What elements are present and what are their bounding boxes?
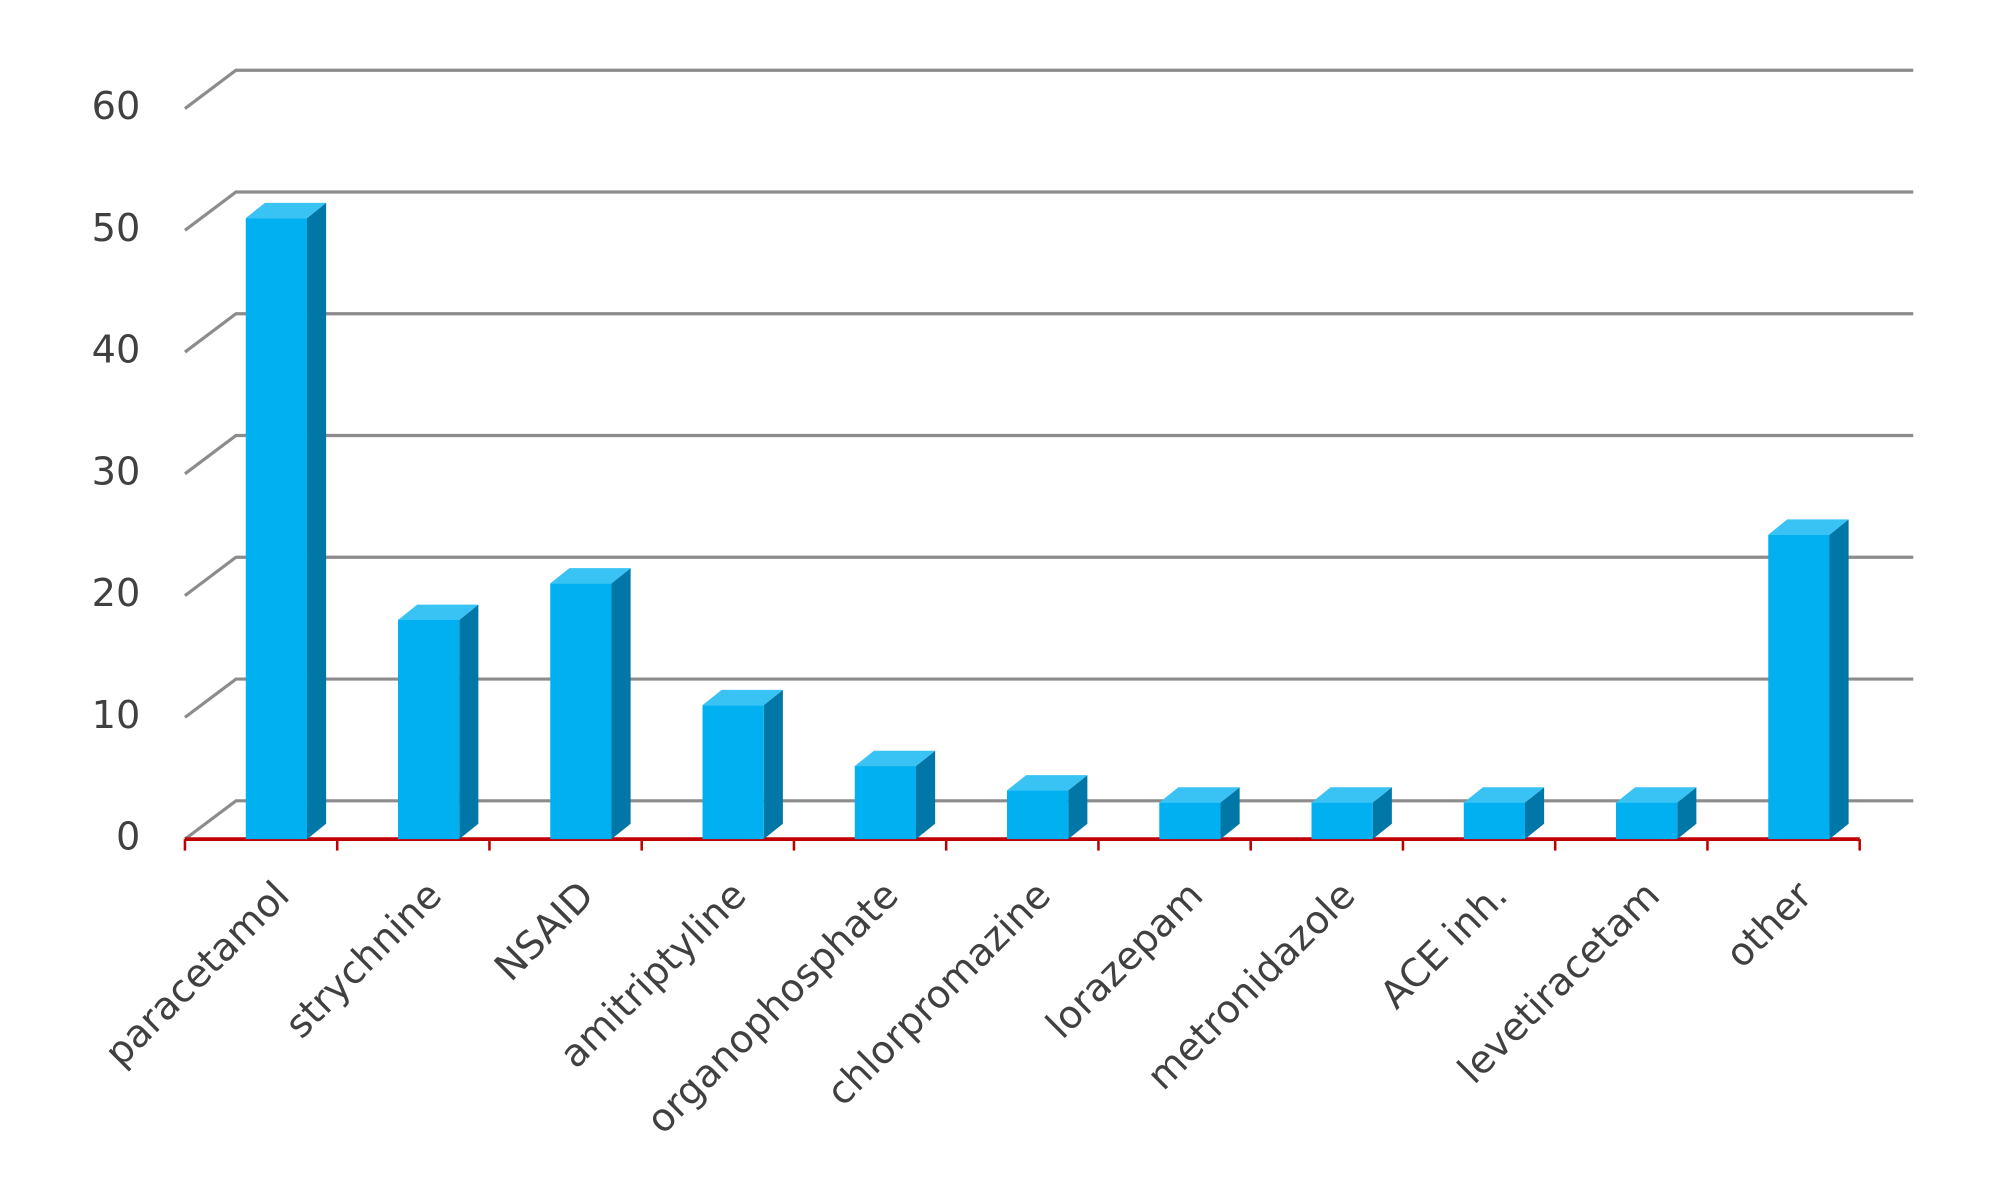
y-tick-label: 40: [92, 328, 141, 373]
x-tick-label: NSAID: [486, 873, 603, 990]
bar-group: [854, 750, 936, 840]
bar-top: [398, 604, 479, 620]
bar-top: [1616, 787, 1697, 803]
bar-side: [306, 202, 327, 840]
bar-top: [1311, 787, 1392, 803]
bar: [398, 619, 460, 840]
bar: [702, 705, 764, 840]
bar-top: [1463, 787, 1545, 803]
bar-group: [1768, 519, 1849, 840]
bar-top: [550, 568, 631, 584]
bar: [245, 218, 307, 840]
bar-group: [245, 202, 327, 840]
bar-top: [1768, 519, 1849, 535]
bar-group: [398, 604, 479, 840]
bar: [1159, 802, 1221, 840]
x-tick-label: ACE inh.: [1372, 873, 1517, 1018]
bar-side: [459, 604, 479, 840]
x-tick-label: other: [1717, 873, 1821, 977]
grid-line: [183, 312, 1914, 354]
y-tick-label: 50: [92, 206, 141, 251]
bar-group: [1159, 787, 1240, 840]
bar-side: [1068, 775, 1088, 840]
bar-group: [1463, 787, 1545, 840]
bar: [1768, 534, 1830, 840]
grid-line: [183, 433, 1914, 476]
bar-group: [1007, 775, 1088, 840]
y-tick-label: 30: [92, 449, 141, 494]
bar-top: [1007, 775, 1088, 791]
y-tick-label: 20: [92, 571, 141, 616]
bar: [550, 583, 612, 840]
bar: [1311, 802, 1373, 840]
grid-line: [183, 190, 1914, 232]
grid-line: [183, 677, 1914, 719]
bar: [1463, 802, 1525, 840]
bar-group: [1311, 787, 1392, 840]
bar: [854, 766, 916, 840]
y-tick-label: 0: [116, 815, 140, 860]
bar-group: [702, 689, 783, 840]
x-tick-label: strychnine: [277, 873, 451, 1047]
y-tick-label: 60: [92, 84, 141, 129]
bar-side: [611, 568, 631, 840]
bar-side: [1677, 787, 1697, 840]
bar-side: [1372, 787, 1392, 840]
bar-side: [763, 689, 783, 840]
bar-group: [1616, 787, 1697, 840]
y-tick-label: 10: [92, 693, 141, 738]
grid-line: [183, 555, 1914, 597]
bar-top: [702, 689, 783, 706]
bar-top: [854, 750, 936, 767]
bar-top: [245, 202, 327, 219]
bar-side: [915, 750, 936, 840]
bar-group: [550, 568, 631, 840]
bar: [1616, 802, 1678, 840]
bar: [1007, 790, 1069, 840]
bar-side: [1524, 787, 1545, 840]
x-tick-label: organophosphate: [638, 873, 908, 1143]
grid-line: [183, 68, 1914, 110]
bar-side: [1220, 787, 1240, 840]
bar-top: [1159, 787, 1240, 803]
x-tick-label: paracetamol: [96, 873, 298, 1076]
bar-side: [1829, 519, 1849, 840]
